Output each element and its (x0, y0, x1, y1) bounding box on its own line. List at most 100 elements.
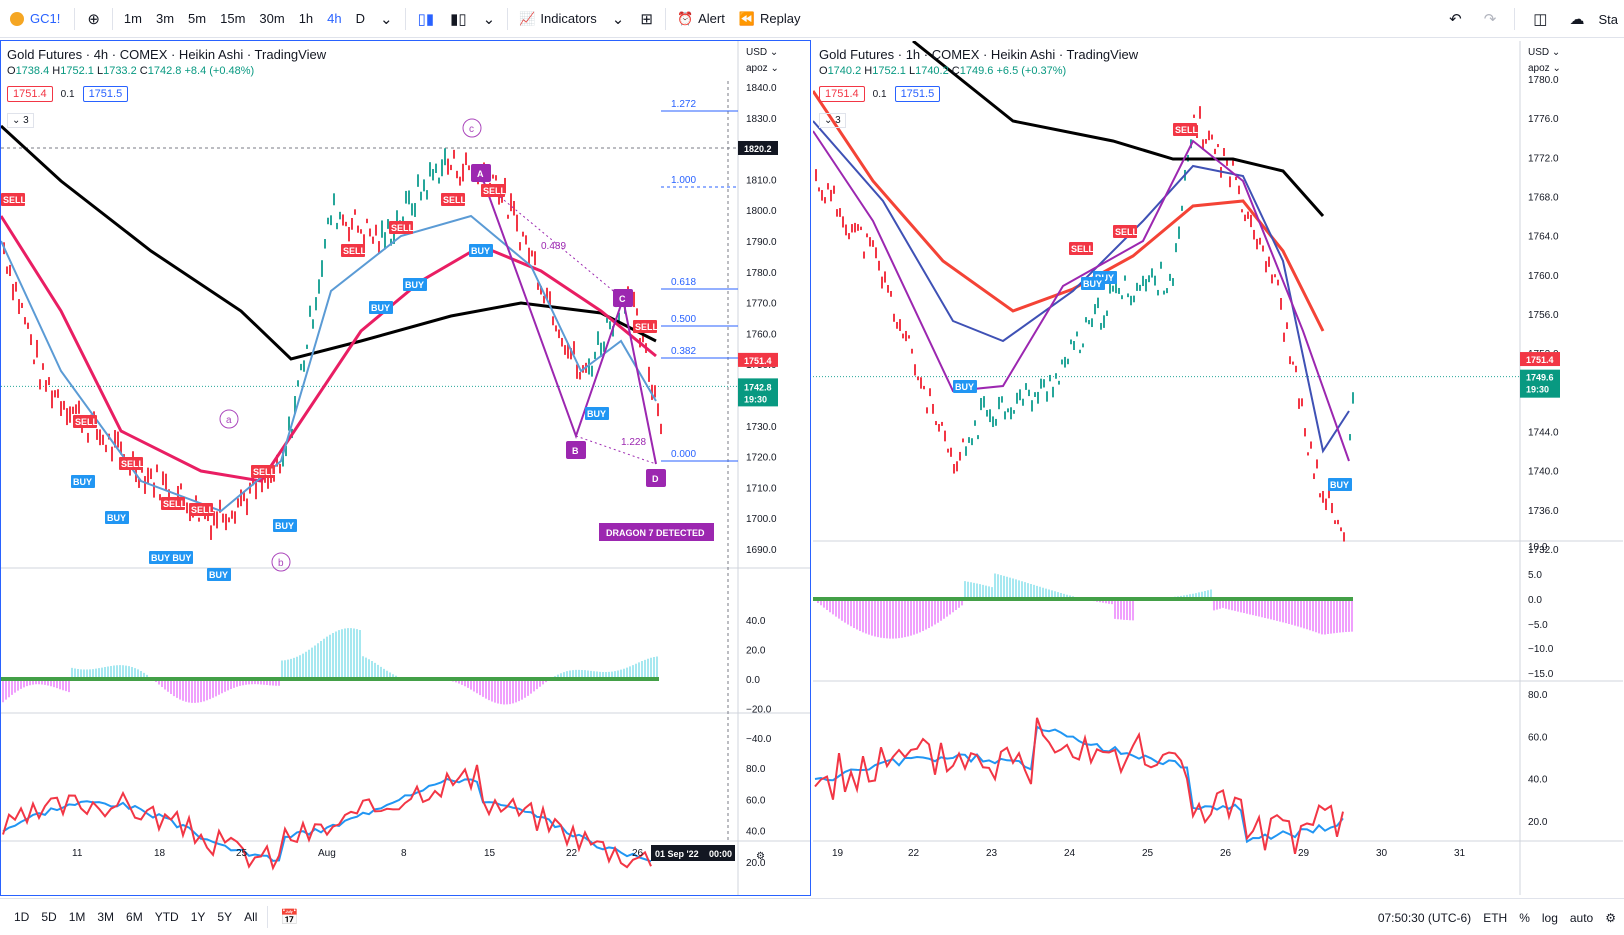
candle (1208, 130, 1210, 141)
chart-style-dropdown-icon[interactable]: ⌄ (482, 10, 496, 28)
candles-style-icon[interactable]: ▯▮ (417, 10, 435, 28)
date-range-calendar-icon[interactable]: 📅 (280, 909, 300, 926)
cloud-save-icon[interactable]: ☁ (1569, 11, 1585, 28)
right-chart-title[interactable]: Gold Futures · 1h · COMEX · Heikin Ashi … (819, 47, 1139, 62)
candle (1307, 452, 1309, 456)
macd-tick: −10.0 (1528, 644, 1554, 655)
candle (513, 200, 515, 216)
range-1y-button[interactable]: 1Y (190, 910, 206, 924)
interval-1h-button[interactable]: 1h (298, 11, 314, 26)
time-tick: 26 (1220, 848, 1232, 859)
right-collapse-indicators-button[interactable]: ⌄ 3 (819, 113, 846, 128)
candle (537, 282, 539, 290)
candle (1253, 229, 1255, 240)
candle (1058, 380, 1060, 385)
right-chart-panel[interactable]: Gold Futures · 1h · COMEX · Heikin Ashi … (812, 40, 1624, 896)
signal-sell-text: SELL (163, 499, 187, 509)
interval-30m-button[interactable]: 30m (259, 11, 285, 26)
time-tick: 25 (1142, 848, 1154, 859)
candle (276, 454, 278, 467)
cursor-clock-text: 00:00 (709, 849, 732, 859)
candle (33, 359, 35, 365)
percent-toggle[interactable]: % (1519, 910, 1530, 925)
pattern-point-label: C (619, 294, 626, 304)
redo-icon[interactable]: ↷ (1483, 11, 1497, 28)
range-6m-button[interactable]: 6M (126, 910, 143, 924)
candle (411, 203, 413, 216)
interval-4h-button[interactable]: 4h (327, 11, 342, 26)
time-tick: 18 (154, 848, 166, 859)
left-buy-price-button[interactable]: 1751.5 (82, 86, 129, 102)
candle (1034, 392, 1036, 397)
price-tick: 1760.0 (746, 329, 777, 340)
candle (1142, 275, 1144, 287)
price-tick: 1790.0 (746, 237, 777, 248)
candle (1106, 310, 1108, 316)
candle (105, 444, 107, 453)
symbol-search-button[interactable]: GC1! (0, 0, 70, 38)
macd-tick: 0.0 (1528, 595, 1542, 606)
candle (339, 211, 341, 220)
interval-15m-button[interactable]: 15m (220, 11, 246, 26)
candle (591, 365, 593, 377)
pattern-point-label: D (652, 474, 659, 484)
interval-5m-button[interactable]: 5m (188, 11, 207, 26)
bar-style-icon[interactable]: ▮▯ (450, 10, 467, 28)
right-chart-canvas[interactable]: 1780.0 1776.0 1772.0 1768.0 1764.0 1760.0 1756… (813, 41, 1624, 896)
right-buy-price-button[interactable]: 1751.5 (894, 86, 941, 102)
alert-button[interactable]: ⏰ Alert (670, 0, 732, 38)
left-sell-price-button[interactable]: 1751.4 (7, 86, 53, 102)
start-label[interactable]: Sta (1598, 11, 1618, 27)
cursor-time-tag (651, 845, 735, 861)
candle (612, 326, 614, 337)
candle (1001, 396, 1003, 403)
left-chart-title[interactable]: Gold Futures · 4h · COMEX · Heikin Ashi … (7, 47, 327, 62)
signal-buy-tag (585, 407, 609, 420)
range-1d-button[interactable]: 1D (14, 910, 30, 924)
settings-gear-icon[interactable]: ⚙ (1605, 910, 1616, 925)
candle (1118, 287, 1120, 294)
auto-toggle[interactable]: auto (1569, 910, 1594, 925)
replay-button[interactable]: ⏪ Replay (732, 0, 808, 38)
candle (150, 468, 152, 480)
pattern-ratio-line-ac (480, 180, 624, 300)
layout-icon[interactable]: ◫ (1533, 11, 1548, 28)
range-3m-button[interactable]: 3M (97, 910, 115, 924)
left-chart-panel[interactable]: Gold Futures · 4h · COMEX · Heikin Ashi … (0, 40, 811, 896)
indicators-button[interactable]: 📈 Indicators (512, 0, 604, 38)
candle (938, 424, 940, 432)
candle (914, 364, 916, 376)
interval-3m-button[interactable]: 3m (155, 11, 175, 26)
candle (576, 364, 578, 379)
compare-add-icon[interactable]: ⊕ (87, 10, 100, 28)
candle (1283, 332, 1285, 342)
macd-tick: −40.0 (746, 734, 772, 745)
fib-level-label: 0.500 (671, 314, 696, 325)
candle (282, 451, 284, 467)
interval-d-button[interactable]: D (355, 11, 366, 26)
signal-buy-text: BUY (209, 570, 228, 580)
candle (111, 446, 113, 462)
candle (1172, 278, 1174, 286)
range-all-button[interactable]: All (244, 910, 258, 924)
templates-grid-icon[interactable]: ⊞ (640, 10, 653, 28)
left-chart-canvas[interactable]: 1840.0 1830.0 18 20.0 1810.0 1800.0 1790.0 1780… (1, 41, 811, 896)
rsi-line (2, 764, 652, 871)
candle (636, 308, 638, 316)
range-5y-button[interactable]: 5Y (217, 910, 233, 924)
candle (297, 380, 299, 387)
right-sell-price-button[interactable]: 1751.4 (819, 86, 865, 102)
clock-time[interactable]: 07:50:30 (UTC-6) (1377, 910, 1472, 925)
log-toggle[interactable]: log (1541, 910, 1558, 925)
interval-dropdown-icon[interactable]: ⌄ (380, 10, 393, 28)
left-collapse-indicators-button[interactable]: ⌄ 3 (7, 113, 34, 128)
interval-1m-button[interactable]: 1m (123, 11, 142, 26)
indicators-dropdown-icon[interactable]: ⌄ (611, 10, 625, 28)
range-5d-button[interactable]: 5D (41, 910, 57, 924)
range-1m-button[interactable]: 1M (68, 910, 86, 924)
candle (516, 214, 518, 232)
undo-icon[interactable]: ↶ (1449, 11, 1462, 28)
ma-200-black (1, 124, 657, 361)
session-button[interactable]: ETH (1483, 910, 1508, 925)
range-ytd-button[interactable]: YTD (154, 910, 179, 924)
